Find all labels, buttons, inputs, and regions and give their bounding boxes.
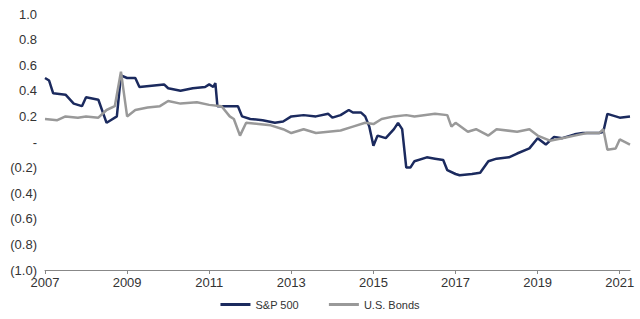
svg-text:2021: 2021 <box>605 275 634 290</box>
svg-text:2019: 2019 <box>523 275 552 290</box>
svg-text:0.4: 0.4 <box>19 83 37 98</box>
svg-text:2015: 2015 <box>359 275 388 290</box>
svg-text:1.0: 1.0 <box>19 7 37 22</box>
svg-text:0.6: 0.6 <box>19 58 37 73</box>
svg-text:(0.2): (0.2) <box>10 160 37 175</box>
svg-text:(1.0): (1.0) <box>10 262 37 278</box>
svg-text:S&P 500: S&P 500 <box>255 299 298 311</box>
svg-text:(0.6): (0.6) <box>10 211 37 226</box>
svg-text:2007: 2007 <box>31 275 60 290</box>
svg-text:0.2: 0.2 <box>19 109 37 124</box>
svg-text:U.S. Bonds: U.S. Bonds <box>364 299 420 311</box>
svg-text:2011: 2011 <box>195 275 223 290</box>
svg-text:(0.4): (0.4) <box>10 186 37 201</box>
svg-text:2013: 2013 <box>277 275 306 290</box>
svg-text:2017: 2017 <box>441 275 470 290</box>
svg-text:2009: 2009 <box>113 275 142 290</box>
svg-text:-: - <box>33 135 37 150</box>
svg-text:0.8: 0.8 <box>19 32 37 47</box>
svg-text:(0.8): (0.8) <box>10 237 37 252</box>
